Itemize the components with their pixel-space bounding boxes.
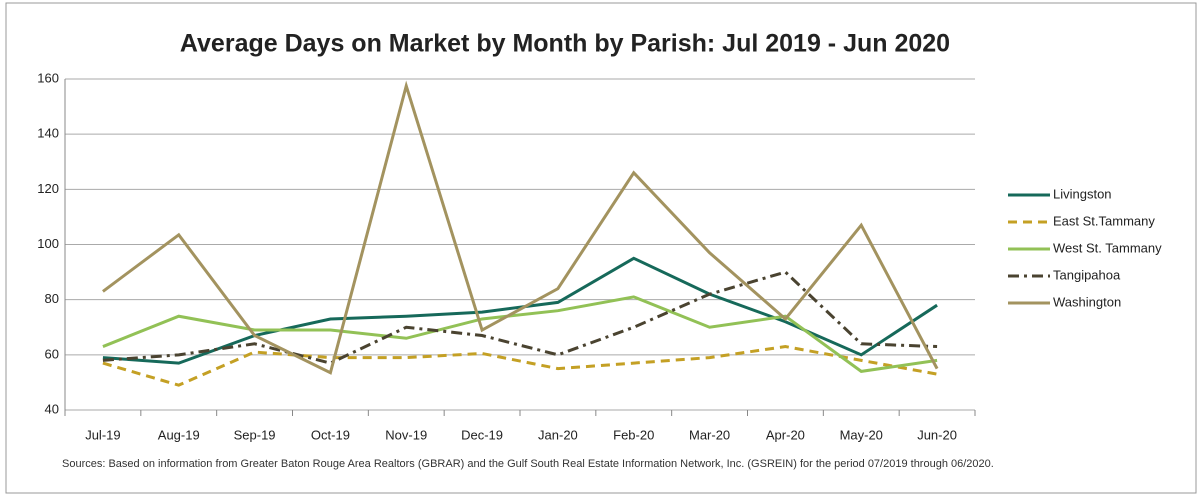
y-tick-label: 40 [45, 401, 59, 416]
legend-label: East St.Tammany [1053, 213, 1155, 228]
line-series [102, 295, 938, 373]
line-series [102, 80, 939, 375]
x-tick-label: May-20 [840, 427, 883, 442]
x-tick-label: Sep-19 [234, 427, 276, 442]
y-tick-label: 60 [45, 346, 59, 361]
x-tick-label: Aug-19 [158, 427, 200, 442]
x-tick-label: Apr-20 [766, 427, 805, 442]
legend-label: Livingston [1053, 186, 1112, 201]
y-tick-label: 140 [37, 126, 59, 141]
x-tick-label: Nov-19 [385, 427, 427, 442]
line-series [102, 270, 938, 365]
x-tick-label: Jan-20 [538, 427, 578, 442]
x-tick-label: Jun-20 [917, 427, 957, 442]
legend-label: West St. Tammany [1053, 240, 1162, 255]
y-tick-label: 120 [37, 181, 59, 196]
chart-title: Average Days on Market by Month by Paris… [180, 30, 950, 58]
x-tick-label: Feb-20 [613, 427, 654, 442]
legend-label: Tangipahoa [1053, 267, 1121, 282]
y-tick-label: 100 [37, 236, 59, 251]
x-tick-label: Mar-20 [689, 427, 730, 442]
x-tick-label: Dec-19 [461, 427, 503, 442]
y-tick-label: 80 [45, 291, 59, 306]
x-tick-label: Oct-19 [311, 427, 350, 442]
legend-label: Washington [1053, 294, 1121, 309]
frame [5, 2, 1197, 494]
source-note: Sources: Based on information from Great… [62, 458, 994, 470]
x-tick-label: Jul-19 [85, 427, 120, 442]
line-series [102, 345, 938, 387]
y-tick-label: 160 [37, 70, 59, 85]
